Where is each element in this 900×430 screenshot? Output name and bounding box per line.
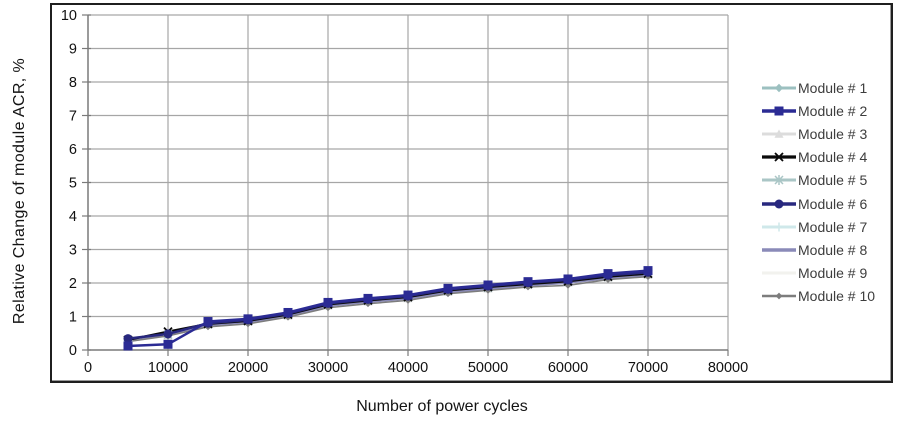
legend-swatch-icon [762,222,796,232]
legend-row-module-6: Module # 6 [761,192,875,215]
legend-swatch-icon [762,152,796,162]
legend-swatch-icon [762,271,796,275]
x-axis-title: Number of power cycles [356,398,528,415]
y-tick-label: 0 [69,343,77,359]
series-marker-module-2 [403,290,413,300]
legend-row-module-2: Module # 2 [761,99,875,122]
series-marker-module-2 [283,307,293,317]
series-marker-module-2 [483,280,493,290]
legend-label: Module # 3 [798,125,868,142]
series-line-module-2 [127,269,649,348]
legend-swatch-icon [762,175,796,186]
series-marker-module-2 [323,297,333,307]
legend-row-module-10: Module # 10 [761,285,875,308]
x-tick-label: 40000 [388,360,428,376]
y-tick-label: 2 [69,276,77,292]
legend-swatch-icon [762,129,796,138]
x-tick-label: 20000 [228,360,268,376]
series-line-module-8 [127,273,649,342]
series-marker-module-6 [163,329,173,339]
y-tick-label: 4 [69,209,77,225]
series-marker-module-1 [774,83,784,92]
series-marker-module-2 [123,341,133,351]
series-marker-module-2 [163,339,173,349]
series-marker-module-2 [243,314,253,324]
series-marker-module-2 [643,266,653,276]
series-marker-module-2 [523,277,533,287]
legend: Module # 1 Module # 2 Module # 3 Module # 4… [761,76,875,308]
series-marker-module-5 [774,175,784,186]
series-marker-module-2 [603,269,613,279]
x-tick-label: 50000 [468,360,508,376]
y-tick-label: 7 [69,109,77,125]
x-tick-label: 80000 [708,360,748,376]
legend-label: Module # 8 [798,241,868,258]
legend-row-module-9: Module # 9 [761,262,875,285]
y-tick-label: 10 [61,8,77,24]
series-marker-module-6 [774,199,784,209]
legend-row-module-8: Module # 8 [761,238,875,261]
series-marker-module-2 [774,106,784,116]
x-tick-label: 0 [84,360,92,376]
legend-label: Module # 10 [798,288,876,305]
y-tick-label: 1 [69,310,77,326]
legend-label: Module # 6 [798,195,868,212]
y-tick-label: 9 [69,42,77,58]
series-line-module-10 [127,275,649,343]
y-tick-label: 8 [69,75,77,91]
legend-swatch-icon [762,292,796,300]
legend-swatch-icon [762,199,796,209]
legend-row-module-1: Module # 1 [761,76,875,99]
y-tick-label: 3 [69,243,77,259]
y-tick-label: 5 [69,176,77,192]
x-tick-label: 30000 [308,360,348,376]
series-marker-module-2 [443,283,453,293]
series-marker-module-2 [563,274,573,284]
series-marker-module-2 [363,293,373,303]
legend-label: Module # 5 [798,172,868,189]
chart-frame [50,3,893,383]
x-tick-label: 70000 [628,360,668,376]
series-marker-module-2 [203,317,213,327]
series-marker-module-3 [774,129,784,138]
legend-label: Module # 1 [798,79,868,96]
legend-swatch-icon [762,83,796,92]
legend-row-module-5: Module # 5 [761,169,875,192]
series-marker-module-4 [774,152,784,162]
legend-row-module-4: Module # 4 [761,146,875,169]
series-marker-module-7 [774,222,784,232]
legend-row-module-7: Module # 7 [761,215,875,238]
legend-swatch-icon [762,106,796,116]
legend-label: Module # 4 [798,149,868,166]
series-marker-module-10 [775,292,783,300]
legend-label: Module # 2 [798,102,868,119]
x-tick-label: 60000 [548,360,588,376]
legend-row-module-3: Module # 3 [761,122,875,145]
legend-swatch-icon [762,248,796,252]
y-tick-label: 6 [69,142,77,158]
series-marker-module-6 [123,334,133,344]
legend-label: Module # 9 [798,265,868,282]
x-tick-label: 10000 [148,360,188,376]
legend-label: Module # 7 [798,218,868,235]
